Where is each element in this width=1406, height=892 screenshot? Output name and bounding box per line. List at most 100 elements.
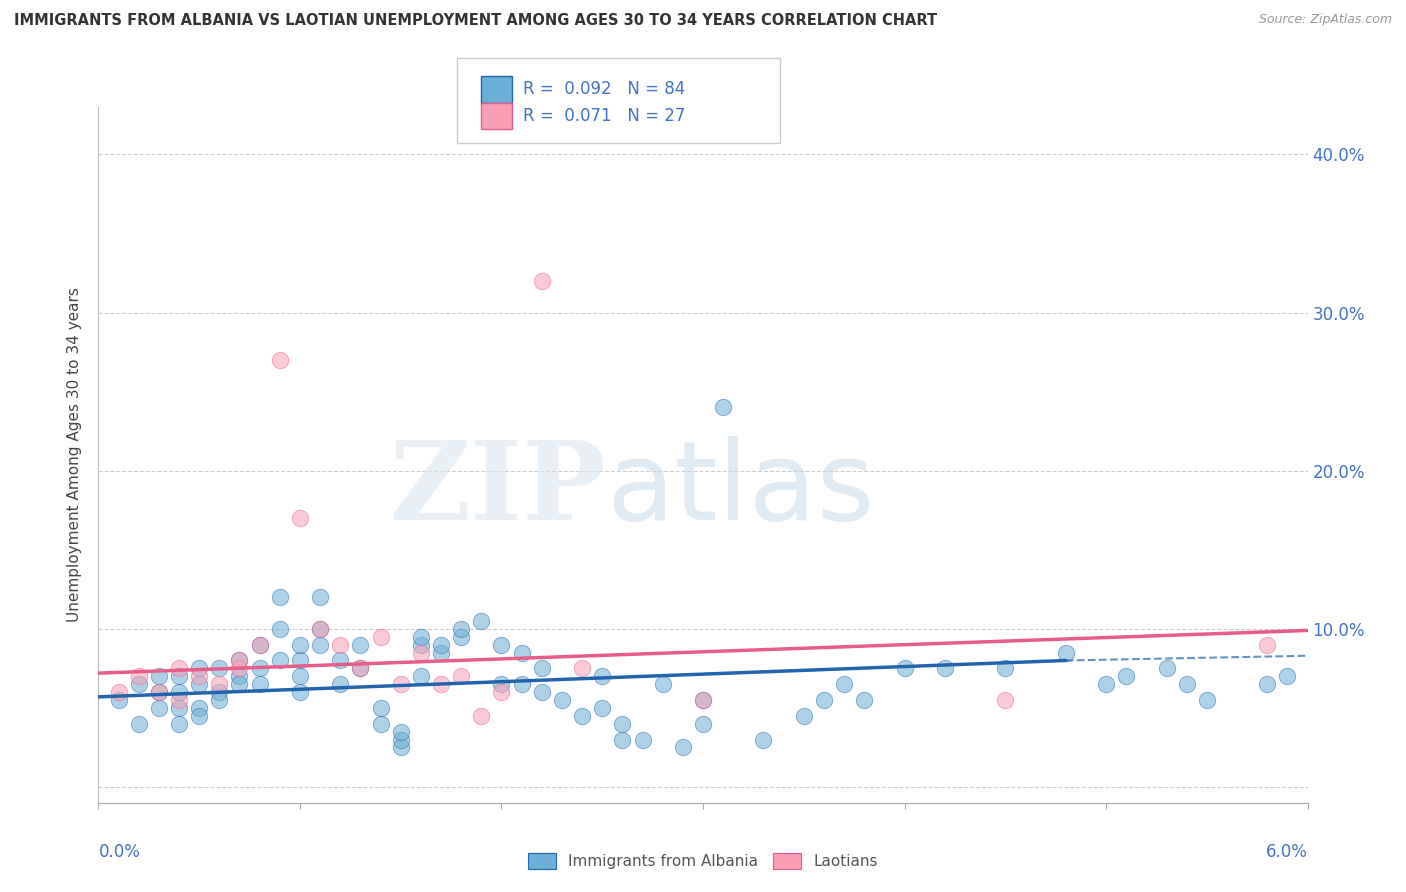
Point [571, 661, 593, 675]
Point [148, 669, 170, 683]
Point [793, 708, 815, 723]
Text: Source: ZipAtlas.com: Source: ZipAtlas.com [1258, 13, 1392, 27]
Point [934, 661, 956, 675]
Point [692, 693, 714, 707]
Point [167, 669, 190, 683]
Point [1256, 638, 1278, 652]
Point [1095, 677, 1118, 691]
Point [269, 591, 291, 605]
Text: atlas: atlas [606, 436, 875, 543]
Point [349, 661, 371, 675]
Point [692, 693, 714, 707]
Text: R =  0.071   N = 27: R = 0.071 N = 27 [523, 107, 685, 125]
Point [167, 661, 190, 675]
Point [167, 716, 190, 731]
Point [288, 669, 311, 683]
Point [813, 693, 835, 707]
Point [269, 353, 291, 368]
Point [288, 511, 311, 525]
Point [571, 708, 593, 723]
Point [510, 677, 533, 691]
Point [551, 693, 574, 707]
Point [249, 638, 271, 652]
Point [470, 614, 492, 628]
Point [309, 622, 332, 636]
Point [228, 653, 250, 667]
Point [329, 653, 352, 667]
Point [309, 638, 332, 652]
Point [409, 646, 432, 660]
Point [167, 693, 190, 707]
Point [188, 701, 211, 715]
Point [470, 708, 492, 723]
Point [430, 638, 453, 652]
Point [228, 661, 250, 675]
Point [1175, 677, 1198, 691]
Text: IMMIGRANTS FROM ALBANIA VS LAOTIAN UNEMPLOYMENT AMONG AGES 30 TO 34 YEARS CORREL: IMMIGRANTS FROM ALBANIA VS LAOTIAN UNEMP… [14, 13, 938, 29]
Point [329, 638, 352, 652]
Point [430, 677, 453, 691]
Point [672, 740, 695, 755]
Point [450, 630, 472, 644]
Text: 6.0%: 6.0% [1265, 843, 1308, 861]
Point [450, 669, 472, 683]
Point [591, 669, 613, 683]
Point [188, 677, 211, 691]
Point [208, 677, 231, 691]
Y-axis label: Unemployment Among Ages 30 to 34 years: Unemployment Among Ages 30 to 34 years [67, 287, 83, 623]
Point [530, 274, 553, 288]
Point [107, 685, 129, 699]
Point [752, 732, 775, 747]
Point [591, 701, 613, 715]
Point [631, 732, 654, 747]
Point [188, 661, 211, 675]
Point [148, 685, 170, 699]
Point [148, 685, 170, 699]
Point [249, 661, 271, 675]
Point [1195, 693, 1218, 707]
Point [832, 677, 855, 691]
Point [349, 661, 371, 675]
Point [530, 661, 553, 675]
Legend: Immigrants from Albania, Laotians: Immigrants from Albania, Laotians [522, 847, 884, 875]
Point [208, 685, 231, 699]
Point [228, 677, 250, 691]
Point [409, 630, 432, 644]
Point [893, 661, 915, 675]
Point [370, 716, 392, 731]
Point [167, 701, 190, 715]
Point [1256, 677, 1278, 691]
Point [994, 661, 1017, 675]
Point [228, 653, 250, 667]
Text: R =  0.092   N = 84: R = 0.092 N = 84 [523, 80, 685, 98]
Point [288, 653, 311, 667]
Text: 0.0%: 0.0% [98, 843, 141, 861]
Point [188, 669, 211, 683]
Point [269, 653, 291, 667]
Point [269, 622, 291, 636]
Point [651, 677, 673, 691]
Point [309, 622, 332, 636]
Point [309, 591, 332, 605]
Point [1156, 661, 1178, 675]
Point [430, 646, 453, 660]
Point [692, 716, 714, 731]
Point [329, 677, 352, 691]
Point [612, 716, 634, 731]
Point [1115, 669, 1137, 683]
Point [208, 661, 231, 675]
Text: ZIP: ZIP [389, 436, 606, 543]
Point [370, 630, 392, 644]
Point [530, 685, 553, 699]
Point [288, 638, 311, 652]
Point [389, 724, 412, 739]
Point [491, 677, 513, 691]
Point [1054, 646, 1077, 660]
Point [510, 646, 533, 660]
Point [389, 740, 412, 755]
Point [288, 685, 311, 699]
Point [249, 638, 271, 652]
Point [450, 622, 472, 636]
Point [128, 677, 150, 691]
Point [409, 669, 432, 683]
